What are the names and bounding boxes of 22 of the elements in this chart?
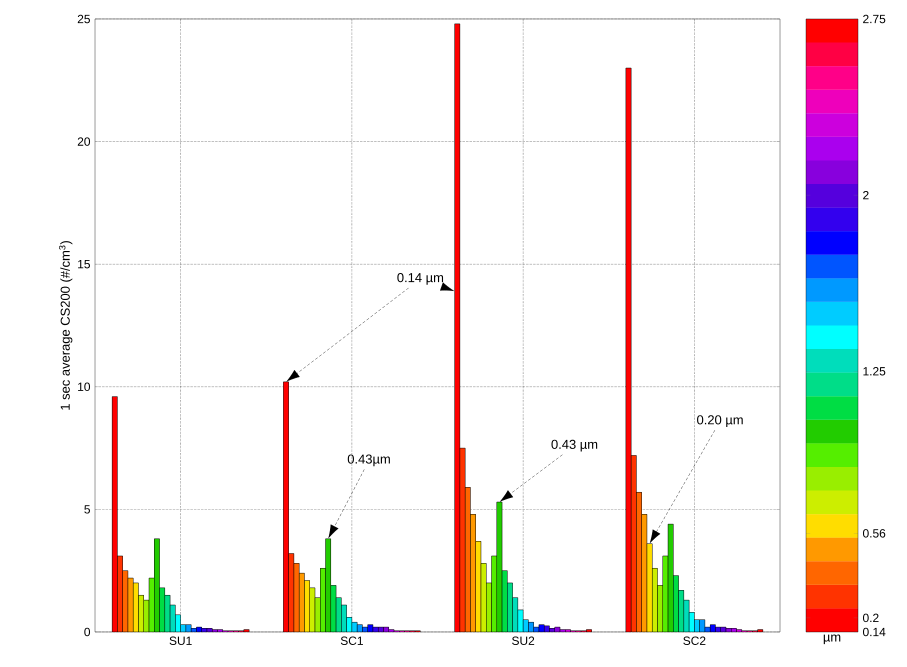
x-tick-label: SC1 <box>340 636 363 645</box>
annotation: 0.20 µm <box>697 415 743 427</box>
annotation: 0.43µm <box>348 454 390 466</box>
color-bar-label: 2.75 <box>863 14 886 24</box>
y-tick-label: 15 <box>78 260 90 268</box>
color-bar-label: 0.56 <box>862 529 886 538</box>
y-tick-label: 10 <box>78 382 90 392</box>
color-bar-label: 1.25 <box>863 367 886 376</box>
y-tick-label: 25 <box>78 14 90 24</box>
color-bar-label: 2 <box>863 190 869 200</box>
annotation: 0.14 µm <box>397 273 444 285</box>
annotation: 0.43 µm <box>551 440 598 452</box>
y-axis-title: 1 sec average CS200 (#/cm$^{3}$) <box>59 241 72 410</box>
color-bar-title: µm <box>824 634 840 644</box>
y-tick-label: 20 <box>78 137 90 146</box>
x-tick-label: SU2 <box>512 636 534 645</box>
x-tick-label: SC2 <box>683 636 706 645</box>
x-tick-label: SU1 <box>170 636 192 645</box>
color-bar-label: 0.14 <box>862 628 886 636</box>
y-tick-label: 0 <box>84 628 90 636</box>
y-tick-label: 5 <box>84 505 90 514</box>
color-bar-label: 0.2 <box>862 614 879 622</box>
